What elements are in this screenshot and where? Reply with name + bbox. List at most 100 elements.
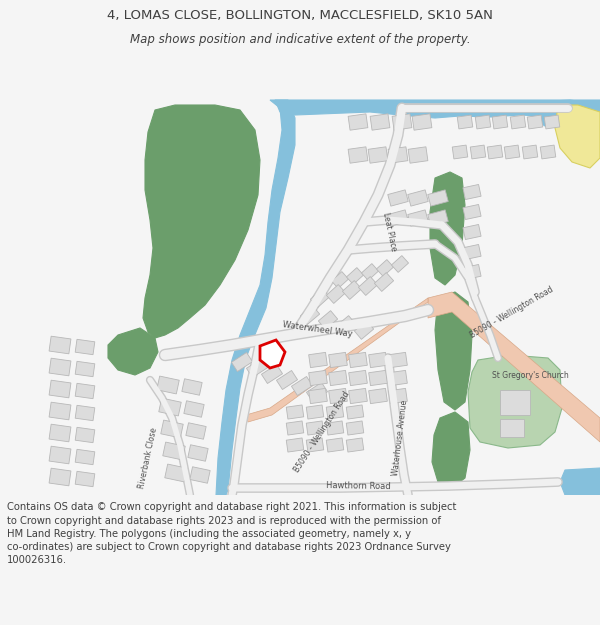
Polygon shape <box>346 405 364 419</box>
Polygon shape <box>262 364 283 384</box>
Polygon shape <box>307 382 328 401</box>
Polygon shape <box>368 147 388 163</box>
Polygon shape <box>75 361 95 377</box>
Polygon shape <box>329 371 347 386</box>
Text: Contains OS data © Crown copyright and database right 2021. This information is : Contains OS data © Crown copyright and d… <box>7 503 457 565</box>
Polygon shape <box>487 145 503 159</box>
Polygon shape <box>277 371 298 389</box>
Polygon shape <box>349 371 367 386</box>
Polygon shape <box>337 316 356 334</box>
Polygon shape <box>544 115 560 129</box>
Polygon shape <box>49 468 71 486</box>
Polygon shape <box>392 114 412 130</box>
Polygon shape <box>368 352 388 367</box>
Polygon shape <box>331 272 349 288</box>
Polygon shape <box>412 114 432 130</box>
Text: Waterhouse Avenue: Waterhouse Avenue <box>391 399 409 476</box>
Polygon shape <box>49 446 71 464</box>
Polygon shape <box>49 380 71 398</box>
Polygon shape <box>216 100 295 495</box>
Polygon shape <box>308 371 328 386</box>
Polygon shape <box>306 405 324 419</box>
Polygon shape <box>463 224 481 239</box>
Polygon shape <box>247 359 268 378</box>
Polygon shape <box>75 339 95 355</box>
Polygon shape <box>75 405 95 421</box>
Polygon shape <box>388 147 408 163</box>
Polygon shape <box>49 336 71 354</box>
Polygon shape <box>389 388 407 404</box>
Polygon shape <box>49 424 71 442</box>
Polygon shape <box>500 419 524 437</box>
Text: Hawthorn Road: Hawthorn Road <box>326 481 391 491</box>
Polygon shape <box>190 467 210 483</box>
Polygon shape <box>527 115 543 129</box>
Polygon shape <box>463 264 481 279</box>
Polygon shape <box>532 100 592 128</box>
Polygon shape <box>346 438 364 452</box>
Polygon shape <box>161 420 183 438</box>
Polygon shape <box>370 114 390 130</box>
Polygon shape <box>376 259 394 276</box>
Polygon shape <box>75 449 95 465</box>
Polygon shape <box>292 376 313 396</box>
Polygon shape <box>500 389 530 414</box>
Polygon shape <box>343 281 362 299</box>
Text: Riverbank Close: Riverbank Close <box>137 427 159 489</box>
Polygon shape <box>75 383 95 399</box>
Polygon shape <box>310 289 329 308</box>
Polygon shape <box>286 421 304 435</box>
Polygon shape <box>463 204 481 219</box>
Polygon shape <box>49 358 71 376</box>
Polygon shape <box>163 442 185 460</box>
Polygon shape <box>186 422 206 439</box>
Polygon shape <box>182 379 202 395</box>
Polygon shape <box>319 311 338 329</box>
Polygon shape <box>368 371 388 386</box>
Text: B5090 - Wellington Road: B5090 - Wellington Road <box>469 284 555 339</box>
Polygon shape <box>368 388 388 404</box>
Polygon shape <box>306 421 324 435</box>
Polygon shape <box>468 355 562 448</box>
Polygon shape <box>428 210 448 226</box>
Polygon shape <box>358 276 377 296</box>
Polygon shape <box>75 471 95 487</box>
Polygon shape <box>232 352 253 371</box>
Polygon shape <box>430 172 465 285</box>
Polygon shape <box>326 405 344 419</box>
Polygon shape <box>510 115 526 129</box>
Polygon shape <box>348 147 368 163</box>
Polygon shape <box>470 145 486 159</box>
Polygon shape <box>374 272 394 291</box>
Polygon shape <box>463 244 481 259</box>
Polygon shape <box>349 352 367 367</box>
Polygon shape <box>301 306 320 324</box>
Polygon shape <box>306 438 324 452</box>
Polygon shape <box>308 388 328 404</box>
Polygon shape <box>504 145 520 159</box>
Polygon shape <box>346 268 364 284</box>
Polygon shape <box>286 405 304 419</box>
Polygon shape <box>432 412 470 488</box>
Polygon shape <box>157 376 179 394</box>
Text: Map shows position and indicative extent of the property.: Map shows position and indicative extent… <box>130 34 470 46</box>
Polygon shape <box>388 210 408 226</box>
Polygon shape <box>355 321 374 339</box>
Polygon shape <box>275 100 600 118</box>
Text: B5090 - Wellington Road: B5090 - Wellington Road <box>292 390 352 474</box>
Text: Waterwheel Way: Waterwheel Way <box>283 319 353 338</box>
Polygon shape <box>388 190 408 206</box>
Polygon shape <box>184 401 204 418</box>
Polygon shape <box>260 340 285 368</box>
Polygon shape <box>329 352 347 367</box>
Polygon shape <box>348 114 368 130</box>
Polygon shape <box>75 428 95 442</box>
Polygon shape <box>326 284 346 304</box>
Polygon shape <box>159 398 181 416</box>
Polygon shape <box>555 105 600 168</box>
Text: Leat Place: Leat Place <box>382 212 398 253</box>
Polygon shape <box>408 210 428 226</box>
Polygon shape <box>540 145 556 159</box>
Polygon shape <box>389 352 407 367</box>
Polygon shape <box>452 145 468 159</box>
